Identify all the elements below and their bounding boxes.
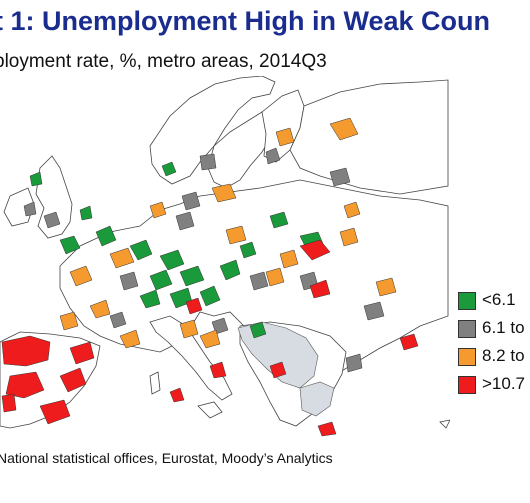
chart-title: t 1: Unemployment High in Weak Coun (0, 6, 491, 36)
legend-item: 8.2 to (456, 346, 530, 366)
legend-label: 6.1 to (482, 318, 525, 337)
europe-map (0, 76, 450, 437)
legend-swatch-green (458, 292, 476, 310)
non-eu-areas (237, 321, 335, 417)
metro-regions-orange (59, 117, 397, 349)
legend-item: >10.7 (456, 374, 530, 394)
legend-swatch-orange (458, 348, 476, 366)
metro-regions-red (1, 239, 419, 437)
legend-item: <6.1 (456, 290, 530, 310)
legend-label: >10.7 (482, 374, 526, 393)
legend-item: 6.1 to (456, 318, 530, 338)
legend-swatch-grey (458, 320, 476, 338)
legend: <6.1 6.1 to 8.2 to >10.7 (456, 290, 530, 400)
chart-subtitle: ployment rate, %, metro areas, 2014Q3 (0, 51, 327, 72)
metro-regions-green (29, 161, 325, 339)
legend-swatch-red (458, 376, 476, 394)
source-note: National statistical offices, Eurostat, … (0, 450, 333, 466)
legend-label: 8.2 to (482, 346, 525, 365)
legend-label: <6.1 (482, 290, 516, 309)
metro-regions-grey (23, 147, 385, 373)
